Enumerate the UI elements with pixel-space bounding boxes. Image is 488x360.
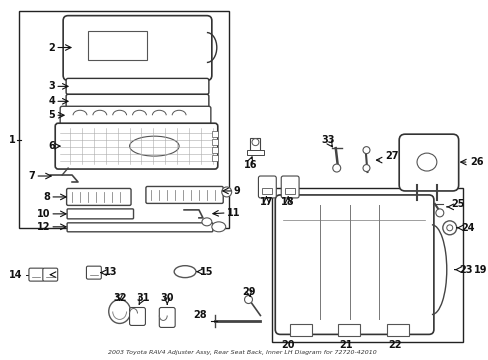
Text: 26: 26 bbox=[469, 157, 483, 167]
Text: 24: 24 bbox=[461, 223, 474, 233]
Ellipse shape bbox=[435, 209, 443, 217]
Bar bbox=[211, 155, 217, 161]
FancyBboxPatch shape bbox=[66, 94, 208, 108]
Text: 29: 29 bbox=[241, 287, 255, 297]
FancyBboxPatch shape bbox=[281, 176, 299, 198]
Bar bbox=[88, 31, 147, 60]
Text: 15: 15 bbox=[200, 267, 213, 276]
FancyBboxPatch shape bbox=[55, 123, 217, 169]
Text: 28: 28 bbox=[193, 310, 206, 320]
Bar bbox=[211, 131, 217, 137]
Bar bbox=[272, 188, 462, 342]
FancyBboxPatch shape bbox=[66, 78, 208, 94]
Text: 14: 14 bbox=[9, 270, 22, 280]
Ellipse shape bbox=[129, 136, 179, 156]
Ellipse shape bbox=[362, 165, 369, 171]
Text: 27: 27 bbox=[385, 151, 398, 161]
Bar bbox=[337, 324, 359, 336]
Text: 6: 6 bbox=[48, 141, 55, 151]
FancyBboxPatch shape bbox=[66, 189, 131, 206]
FancyBboxPatch shape bbox=[43, 268, 58, 281]
Text: 9: 9 bbox=[233, 186, 240, 196]
Ellipse shape bbox=[442, 221, 456, 235]
Bar bbox=[19, 11, 228, 228]
Bar bbox=[386, 324, 408, 336]
Ellipse shape bbox=[416, 153, 436, 171]
FancyBboxPatch shape bbox=[129, 307, 145, 325]
Text: 10: 10 bbox=[37, 209, 50, 219]
Ellipse shape bbox=[362, 147, 369, 154]
Text: 30: 30 bbox=[160, 293, 174, 302]
Text: 3: 3 bbox=[48, 81, 55, 91]
Text: 31: 31 bbox=[137, 293, 150, 302]
Ellipse shape bbox=[221, 187, 231, 197]
Text: 16: 16 bbox=[243, 160, 257, 170]
Text: 2003 Toyota RAV4 Adjuster Assy, Rear Seat Back, Inner LH Diagram for 72720-42010: 2003 Toyota RAV4 Adjuster Assy, Rear Sea… bbox=[108, 350, 376, 355]
Text: 17: 17 bbox=[259, 197, 273, 207]
Bar bbox=[246, 150, 264, 155]
Text: 4: 4 bbox=[48, 96, 55, 106]
FancyBboxPatch shape bbox=[60, 106, 210, 124]
Bar bbox=[211, 147, 217, 153]
FancyBboxPatch shape bbox=[67, 223, 212, 232]
FancyBboxPatch shape bbox=[86, 266, 101, 279]
FancyBboxPatch shape bbox=[159, 307, 175, 328]
Text: 2: 2 bbox=[48, 42, 55, 53]
Ellipse shape bbox=[108, 300, 130, 323]
FancyBboxPatch shape bbox=[63, 15, 211, 80]
FancyBboxPatch shape bbox=[258, 176, 276, 198]
Ellipse shape bbox=[211, 222, 225, 232]
Text: 22: 22 bbox=[387, 340, 401, 350]
Text: 32: 32 bbox=[113, 293, 126, 302]
Text: 23: 23 bbox=[459, 265, 472, 275]
Text: 19: 19 bbox=[473, 265, 486, 275]
Text: 25: 25 bbox=[451, 199, 464, 209]
Text: 33: 33 bbox=[321, 135, 334, 145]
Bar bbox=[289, 324, 311, 336]
Text: 8: 8 bbox=[43, 192, 50, 202]
FancyBboxPatch shape bbox=[275, 195, 433, 334]
FancyBboxPatch shape bbox=[29, 268, 44, 281]
FancyBboxPatch shape bbox=[145, 186, 223, 203]
Ellipse shape bbox=[251, 139, 258, 146]
Text: 18: 18 bbox=[281, 197, 294, 207]
FancyBboxPatch shape bbox=[67, 209, 133, 219]
Text: 7: 7 bbox=[29, 171, 35, 181]
Text: 11: 11 bbox=[226, 208, 240, 218]
Ellipse shape bbox=[202, 218, 211, 226]
Bar bbox=[262, 188, 272, 194]
Bar bbox=[285, 188, 294, 194]
Bar bbox=[250, 138, 260, 153]
Bar bbox=[211, 139, 217, 145]
Ellipse shape bbox=[174, 266, 196, 278]
Text: 21: 21 bbox=[338, 340, 352, 350]
Ellipse shape bbox=[332, 164, 340, 172]
Text: 5: 5 bbox=[48, 110, 55, 120]
Text: 13: 13 bbox=[103, 267, 117, 276]
FancyBboxPatch shape bbox=[398, 134, 458, 191]
Text: 1: 1 bbox=[9, 135, 16, 145]
Ellipse shape bbox=[446, 225, 452, 231]
Text: 12: 12 bbox=[37, 222, 50, 232]
Text: 20: 20 bbox=[281, 340, 294, 350]
Ellipse shape bbox=[244, 296, 252, 303]
